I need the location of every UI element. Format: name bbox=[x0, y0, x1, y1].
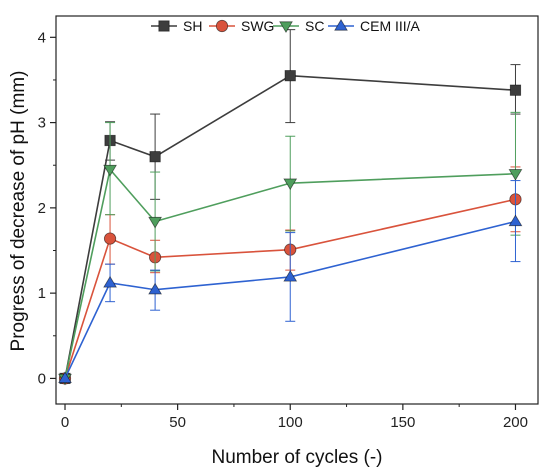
y-tick-label: 3 bbox=[38, 115, 46, 132]
data-point bbox=[509, 84, 522, 96]
legend: SH SWG SC CEM III/A bbox=[151, 18, 421, 34]
x-tick-label: 150 bbox=[390, 414, 415, 431]
legend-marker bbox=[158, 20, 170, 32]
legend-item: CEM III/A bbox=[328, 18, 421, 34]
y-tick-label: 1 bbox=[38, 285, 46, 302]
y-tick-label: 0 bbox=[38, 370, 46, 387]
data-point bbox=[508, 214, 523, 227]
legend-label: CEM III/A bbox=[360, 18, 421, 34]
data-point bbox=[148, 282, 163, 295]
data-point bbox=[284, 70, 296, 82]
legend-marker bbox=[215, 19, 229, 33]
data-point bbox=[149, 151, 161, 163]
series-group bbox=[58, 29, 523, 386]
x-tick-label: 100 bbox=[278, 414, 303, 431]
x-tick-label: 200 bbox=[503, 414, 528, 431]
data-point bbox=[148, 216, 163, 229]
x-tick-label: 50 bbox=[169, 414, 186, 431]
legend-label: SC bbox=[305, 18, 324, 34]
y-tick-label: 4 bbox=[38, 29, 46, 46]
axes: 0 50 100 150 200 0 1 2 3 4 bbox=[38, 15, 539, 431]
legend-item: SH bbox=[151, 18, 202, 34]
y-tick-label: 2 bbox=[38, 200, 46, 217]
data-point bbox=[103, 275, 117, 288]
x-tick-label: 0 bbox=[61, 414, 69, 431]
legend-item: SWG bbox=[209, 18, 274, 34]
data-point bbox=[283, 269, 298, 282]
data-point bbox=[103, 164, 117, 177]
legend-label: SH bbox=[183, 18, 202, 34]
legend-label: SWG bbox=[241, 18, 274, 34]
legend-marker bbox=[334, 19, 348, 31]
plot-frame bbox=[55, 15, 539, 405]
data-point bbox=[508, 169, 523, 181]
data-point bbox=[103, 232, 117, 245]
data-point bbox=[283, 178, 298, 191]
legend-item: SC bbox=[273, 18, 324, 34]
legend-marker bbox=[279, 21, 293, 33]
x-axis-title: Number of cycles (-) bbox=[211, 447, 382, 468]
data-point bbox=[58, 371, 72, 384]
series-cem-iii-a bbox=[58, 180, 523, 384]
y-axis-title: Progress of decrease of pH (mm) bbox=[8, 71, 29, 352]
